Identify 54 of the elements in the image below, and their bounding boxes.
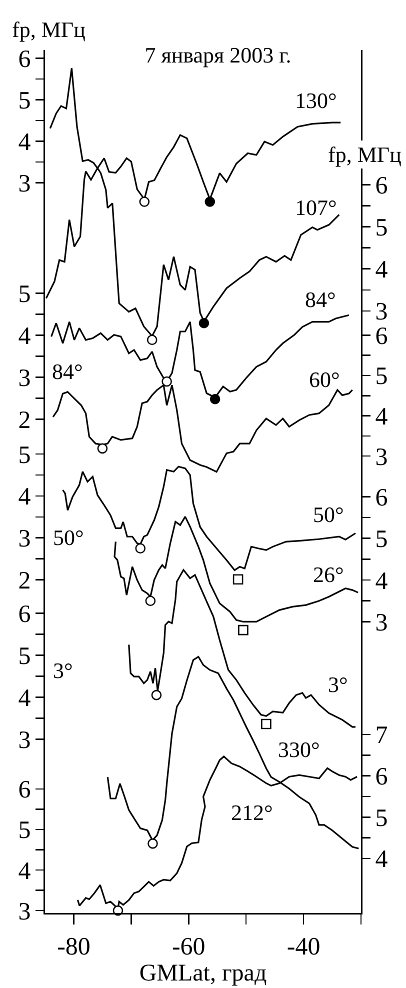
y-tick-label: 3 [18, 170, 31, 198]
y2-tick-label: 5 [375, 804, 388, 832]
y-tick-label: 5 [18, 817, 31, 844]
y2-tick-label: 6 [375, 484, 388, 512]
series-label: 26° [313, 562, 344, 587]
y2-tick-label: 5 [375, 214, 388, 242]
series-label: 107° [295, 195, 337, 220]
y2-tick-label: 6 [375, 764, 388, 791]
y-tick-label: 5 [18, 442, 31, 469]
y-tick-label: 3 [18, 526, 31, 553]
y2-tick-label: 4 [375, 256, 388, 284]
y-axis-title: fp, МГц [12, 17, 86, 42]
y-tick-label: 4 [18, 484, 32, 511]
y-tick-label: 4 [18, 684, 32, 712]
y-tick-label: 3 [18, 898, 31, 926]
y2-tick-label: 3 [375, 444, 388, 471]
series-label: 84° [305, 287, 336, 312]
y2-tick-label: 4 [375, 568, 388, 595]
y2-tick-label: 5 [375, 526, 388, 554]
y-tick-label: 2 [18, 407, 31, 434]
series-label: 60° [309, 367, 340, 392]
y2-tick-label: 3 [375, 609, 388, 636]
y-tick-label: 6 [18, 600, 31, 628]
y-tick-label: 6 [18, 46, 31, 74]
x-tick-label: -40 [286, 933, 320, 960]
y-tick-label: 2 [18, 568, 31, 595]
y-tick-label: 5 [18, 642, 31, 670]
series-label: 212° [231, 800, 273, 825]
line-series [128, 569, 356, 728]
y-tick-label: 5 [18, 281, 31, 308]
y2-tick-label: 6 [375, 172, 388, 200]
y2-tick-label: 5 [375, 363, 388, 390]
x-axis-title: GMLat, град [139, 960, 267, 986]
text: 84° [52, 359, 83, 384]
series-label: 130° [295, 88, 337, 113]
series-label: 3° [328, 672, 348, 697]
chart-title: 7 января 2003 г. [144, 42, 292, 68]
y2-tick-label: 4 [375, 404, 388, 431]
text: 50° [53, 525, 84, 550]
y-tick-label: 5 [18, 88, 31, 115]
y-tick-label: 4 [18, 323, 32, 350]
text: 3° [53, 658, 73, 683]
y2-tick-label: 7 [375, 722, 388, 750]
y2-axis-title: fp, МГц [328, 142, 402, 167]
y-tick-label: 4 [18, 858, 32, 885]
x-tick-label: -60 [172, 933, 206, 960]
y-tick-label: 3 [18, 365, 31, 392]
x-tick-label: -80 [57, 933, 90, 960]
y-tick-label: 4 [18, 128, 32, 156]
y2-tick-label: 4 [375, 846, 388, 874]
series-label: 50° [313, 502, 344, 527]
y-tick-label: 6 [18, 776, 31, 804]
series-label: 330° [278, 737, 320, 762]
y-tick-label: 3 [18, 726, 31, 754]
